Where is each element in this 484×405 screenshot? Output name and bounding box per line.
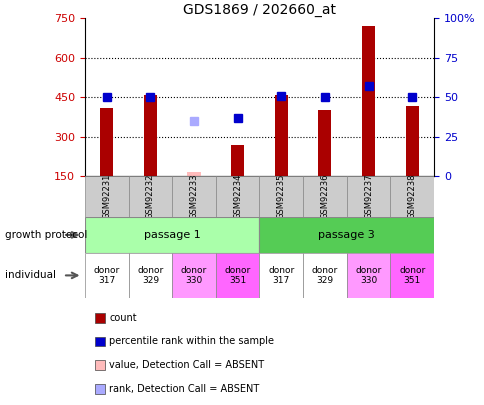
Text: growth protocol: growth protocol xyxy=(5,230,87,240)
Text: donor
351: donor 351 xyxy=(224,266,250,285)
Text: passage 3: passage 3 xyxy=(318,230,375,240)
Bar xyxy=(302,176,346,217)
Text: GSM92232: GSM92232 xyxy=(146,174,154,219)
Text: GSM92238: GSM92238 xyxy=(407,174,416,219)
Bar xyxy=(259,176,302,217)
Bar xyxy=(390,253,433,298)
Text: donor
329: donor 329 xyxy=(137,266,163,285)
Bar xyxy=(346,253,390,298)
Bar xyxy=(405,107,418,176)
Text: percentile rank within the sample: percentile rank within the sample xyxy=(109,337,273,346)
Text: donor
317: donor 317 xyxy=(93,266,120,285)
Bar xyxy=(187,172,200,176)
Text: donor
330: donor 330 xyxy=(355,266,381,285)
Bar xyxy=(361,26,374,176)
Bar xyxy=(346,176,390,217)
Bar xyxy=(390,176,433,217)
Text: count: count xyxy=(109,313,136,323)
Bar xyxy=(128,176,172,217)
Text: individual: individual xyxy=(5,271,56,280)
Text: donor
329: donor 329 xyxy=(311,266,337,285)
Text: GSM92233: GSM92233 xyxy=(189,174,198,219)
Bar xyxy=(85,217,259,253)
Bar xyxy=(85,253,128,298)
Title: GDS1869 / 202660_at: GDS1869 / 202660_at xyxy=(182,3,335,17)
Text: GSM92235: GSM92235 xyxy=(276,174,285,219)
Bar xyxy=(318,111,331,176)
Text: value, Detection Call = ABSENT: value, Detection Call = ABSENT xyxy=(109,360,264,370)
Bar xyxy=(274,95,287,176)
Text: donor
330: donor 330 xyxy=(181,266,207,285)
Bar xyxy=(172,176,215,217)
Bar xyxy=(230,145,243,176)
Bar xyxy=(259,217,433,253)
Text: donor
317: donor 317 xyxy=(268,266,294,285)
Bar xyxy=(215,176,259,217)
Text: rank, Detection Call = ABSENT: rank, Detection Call = ABSENT xyxy=(109,384,259,394)
Text: GSM92231: GSM92231 xyxy=(102,174,111,219)
Bar xyxy=(215,253,259,298)
Bar xyxy=(85,176,128,217)
Bar xyxy=(259,253,302,298)
Bar xyxy=(100,108,113,176)
Text: GSM92236: GSM92236 xyxy=(320,174,329,219)
Bar xyxy=(143,95,156,176)
Bar xyxy=(128,253,172,298)
Bar xyxy=(302,253,346,298)
Text: GSM92237: GSM92237 xyxy=(363,174,372,219)
Text: GSM92234: GSM92234 xyxy=(233,174,242,219)
Bar xyxy=(172,253,215,298)
Text: donor
351: donor 351 xyxy=(398,266,424,285)
Text: passage 1: passage 1 xyxy=(143,230,200,240)
